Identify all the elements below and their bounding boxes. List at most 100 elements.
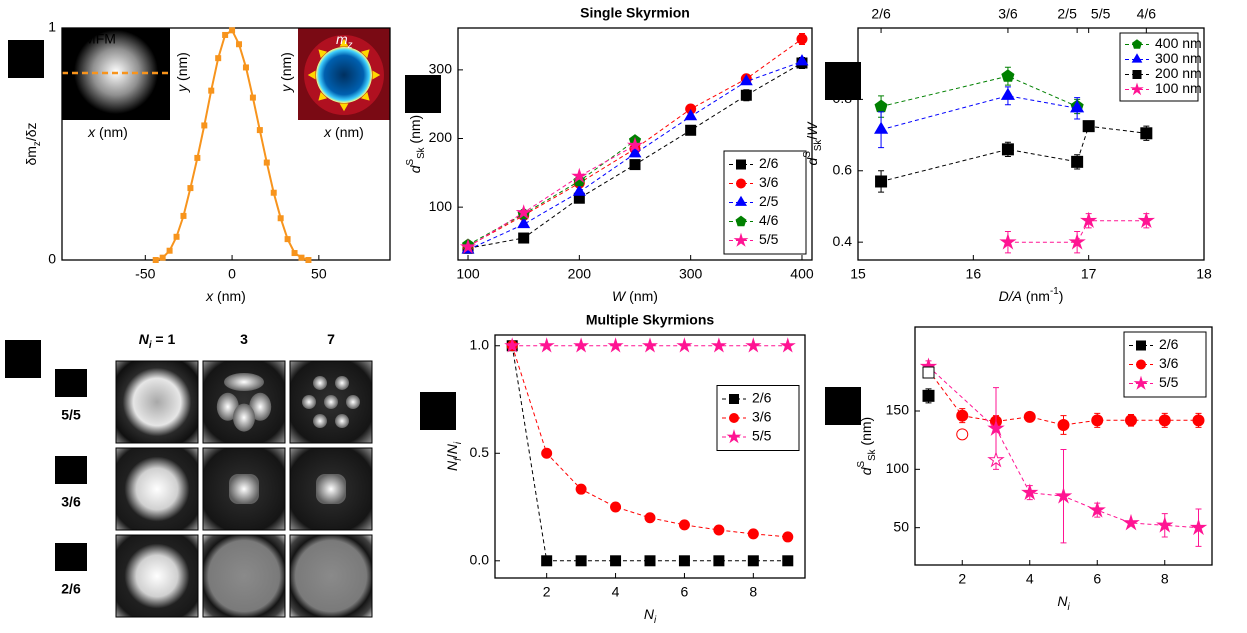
- marker: [740, 89, 752, 101]
- text-part: N: [644, 606, 655, 622]
- marker: [249, 94, 256, 101]
- text-part: ): [1059, 288, 1064, 304]
- y-tick-label: 0.0: [470, 551, 490, 567]
- y-tick-label: 1.0: [470, 336, 490, 352]
- marker: [782, 555, 794, 567]
- marker: [504, 337, 521, 353]
- top-tick-label: 5/5: [1091, 6, 1111, 22]
- y-tick-label: 1: [48, 19, 56, 35]
- inset-x-label: x (nm): [323, 124, 364, 140]
- marker: [875, 175, 888, 188]
- marker: [515, 204, 532, 220]
- marker: [922, 389, 935, 402]
- marker: [277, 215, 284, 222]
- marker: [1122, 513, 1140, 531]
- marker: [1023, 410, 1036, 423]
- inset-y-label: y (nm): [278, 52, 294, 93]
- text-part: /: [804, 136, 820, 140]
- marker: [1130, 82, 1144, 96]
- marker: [1091, 414, 1104, 427]
- text-part: d: [804, 156, 820, 165]
- marker: [628, 146, 642, 158]
- marker: [629, 159, 641, 171]
- panel-letter: c: [839, 73, 847, 89]
- image-blob: [316, 474, 346, 504]
- marker: [1158, 414, 1171, 427]
- marker: [610, 501, 622, 513]
- legend-label: 2/6: [759, 155, 779, 171]
- panel-letter-box: [825, 62, 861, 100]
- image-blob: [335, 375, 349, 390]
- marker: [610, 555, 622, 567]
- marker: [256, 127, 263, 134]
- text-part: /: [444, 454, 460, 458]
- legend-label: 2/6: [752, 390, 772, 406]
- marker: [676, 337, 693, 353]
- panel-letter: f: [841, 398, 846, 414]
- marker: [194, 154, 201, 161]
- inset-skyrmion: [316, 47, 372, 103]
- marker: [159, 254, 166, 261]
- text-part: N: [139, 331, 150, 347]
- marker: [1132, 70, 1142, 79]
- x-tick-label: 16: [966, 266, 982, 282]
- plot-frame: [494, 334, 806, 579]
- panel-letter: e: [434, 403, 442, 419]
- marker: [678, 555, 690, 567]
- x-tick-label: 6: [681, 584, 689, 600]
- legend-label: 3/6: [752, 409, 772, 425]
- marker: [874, 121, 889, 134]
- y-tick-label: 300: [429, 61, 453, 77]
- text-part: m: [336, 31, 348, 47]
- text-part: S: [802, 151, 813, 158]
- text-part: (nm): [407, 115, 423, 148]
- marker: [1136, 340, 1146, 351]
- text-part: f: [453, 457, 464, 461]
- series-line: [880, 125, 1147, 182]
- inset-arrow: [360, 91, 370, 101]
- plot-frame: [61, 27, 391, 261]
- marker: [1000, 87, 1015, 100]
- marker: [713, 524, 725, 536]
- legend-label: 200 nm: [1155, 65, 1202, 81]
- text-part: x: [87, 124, 96, 140]
- y-tick-label: 0.4: [833, 233, 853, 249]
- marker: [152, 257, 159, 263]
- x-tick-label: 18: [1196, 266, 1212, 282]
- marker: [242, 64, 249, 71]
- text-part: i: [654, 615, 657, 626]
- text-part: i: [453, 441, 464, 444]
- column-header: 7: [327, 331, 335, 347]
- marker: [1071, 155, 1084, 168]
- hollow-marker: [922, 366, 935, 379]
- marker: [874, 99, 888, 113]
- hollow-marker: [987, 450, 1005, 468]
- image-blob: [224, 373, 264, 391]
- y-tick-label: 0.6: [833, 161, 853, 177]
- marker: [1070, 100, 1085, 113]
- y-tick-label: 100: [886, 460, 910, 476]
- plot-frame: [857, 27, 1205, 261]
- y-tick-label: 100: [429, 198, 453, 214]
- x-axis-label: D/A (nm-1): [999, 286, 1064, 304]
- x-tick-label: 200: [568, 266, 592, 282]
- x-tick-label: 4: [612, 584, 620, 600]
- marker: [987, 419, 1005, 436]
- text-part: -1: [1050, 286, 1059, 297]
- marker: [999, 232, 1017, 250]
- text-part: (nm): [625, 288, 658, 304]
- text-part: W: [804, 121, 820, 136]
- panel-letter: b: [419, 86, 428, 102]
- text-part: (nm): [278, 52, 294, 85]
- series-line: [467, 140, 636, 246]
- marker: [735, 195, 747, 206]
- text-part: (nm: [1022, 288, 1050, 304]
- row-name: 5/5: [61, 407, 81, 423]
- marker: [739, 73, 753, 86]
- marker: [215, 55, 222, 62]
- marker: [745, 337, 762, 353]
- marker: [180, 212, 187, 219]
- inset-x-label: x (nm): [87, 124, 128, 140]
- y-axis-label: Nf/Ni: [444, 441, 464, 471]
